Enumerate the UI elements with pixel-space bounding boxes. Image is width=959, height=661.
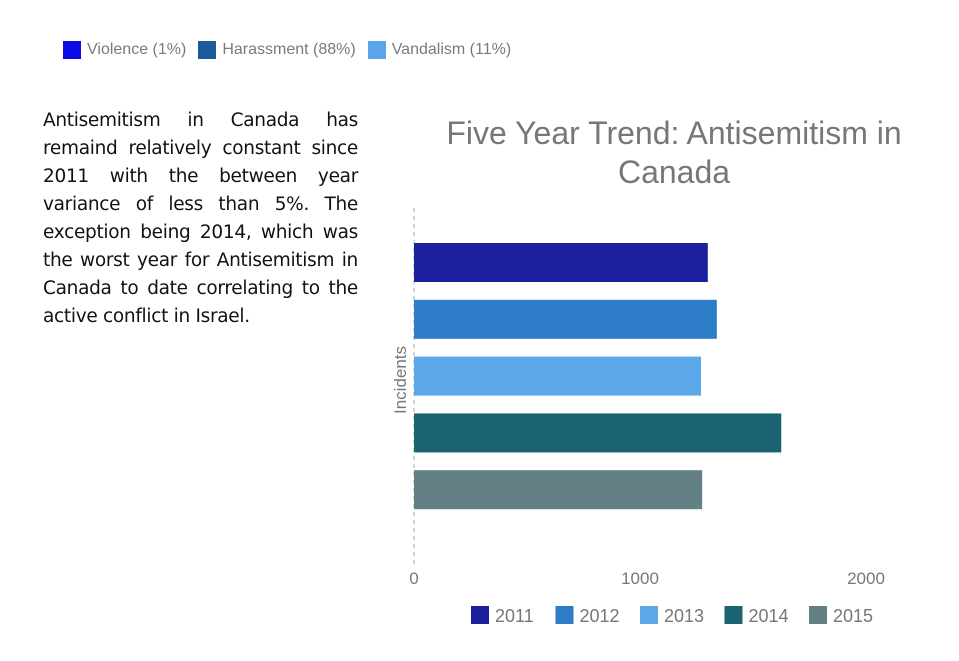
- x-tick-label: 2000: [847, 569, 885, 588]
- legend-label: Harassment (88%): [222, 41, 356, 58]
- chart-title-line-2: Canada: [618, 154, 730, 190]
- bar-2012: [414, 299, 717, 339]
- legend-label-2011: 2011: [495, 606, 534, 626]
- description-paragraph: Antisemitism in Canada has remaind relat…: [43, 110, 358, 327]
- chart-title-line-1: Five Year Trend: Antisemitism in: [446, 115, 901, 151]
- legend-label-2015: 2015: [833, 606, 873, 626]
- legend-swatch-2015: [809, 606, 827, 624]
- bar-2014: [414, 413, 782, 453]
- legend-label-2013: 2013: [664, 606, 704, 626]
- legend-label: Vandalism (11%): [391, 41, 512, 58]
- bar-2013: [414, 356, 702, 396]
- legend-label-2014: 2014: [749, 606, 789, 626]
- legend-item-violence: Violence (1%): [63, 41, 186, 59]
- category-legend: Violence (1%) Harassment (88%) Vandalism…: [63, 41, 511, 59]
- legend-item-harassment: Harassment (88%): [198, 41, 356, 59]
- y-axis-label: Incidents: [391, 346, 410, 414]
- legend-swatch: [367, 41, 386, 59]
- legend-swatch-2014: [724, 606, 743, 624]
- bar-2015: [414, 470, 703, 510]
- legend-label: Violence (1%): [87, 41, 187, 58]
- legend-swatch-2011: [471, 606, 489, 624]
- bar-2011: [414, 243, 708, 282]
- legend-label-2012: 2012: [580, 606, 620, 626]
- x-tick-label: 0: [409, 569, 418, 588]
- legend-swatch-2013: [640, 606, 658, 624]
- legend-swatch-2012: [555, 606, 574, 624]
- legend-item-vandalism: Vandalism (11%): [367, 41, 512, 59]
- x-tick-label: 1000: [621, 569, 659, 588]
- legend-swatch: [198, 41, 217, 59]
- legend-swatch: [63, 41, 81, 59]
